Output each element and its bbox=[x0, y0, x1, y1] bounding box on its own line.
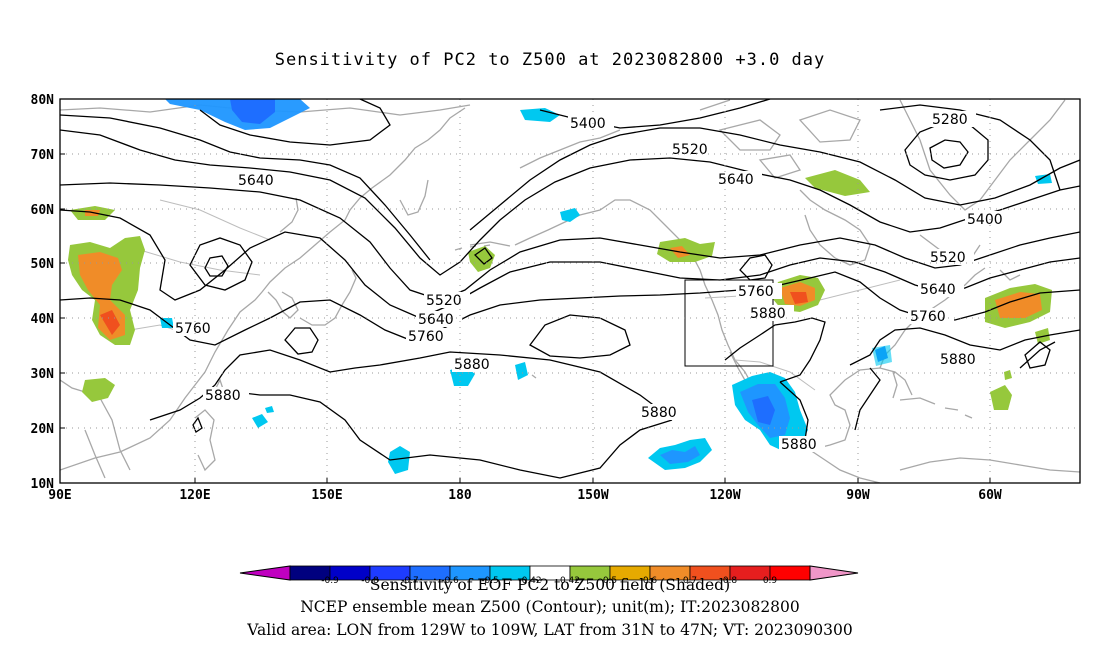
contour-label-5400-b: 5400 bbox=[967, 212, 1003, 228]
contour-label-5520-c: 5520 bbox=[426, 293, 462, 309]
contour-label-5880-e: 5880 bbox=[641, 405, 677, 421]
contour-label-5880-f: 5880 bbox=[781, 437, 817, 453]
lat-label-70n: 70N bbox=[31, 148, 55, 163]
valid-area-box bbox=[684, 279, 774, 367]
contour-label-5880-d: 5880 bbox=[205, 388, 241, 404]
contour-label-5520-b: 5520 bbox=[930, 250, 966, 266]
lon-label-90w: 90W bbox=[846, 488, 870, 503]
colorbar-high-arrow bbox=[809, 565, 859, 581]
lat-label-80n: 80N bbox=[31, 93, 55, 108]
contour-label-5760-a: 5760 bbox=[738, 284, 774, 300]
lon-label-90e: 90E bbox=[48, 488, 71, 503]
contour-label-5640-a: 5640 bbox=[238, 173, 274, 189]
lat-label-40n: 40N bbox=[31, 312, 55, 327]
contour-label-5880-a: 5880 bbox=[750, 306, 786, 322]
colorbar-tick-label: -0.8 bbox=[361, 576, 379, 586]
lon-label-180: 180 bbox=[448, 488, 472, 503]
lon-label-120w: 120W bbox=[709, 488, 740, 503]
contour-label-5400-a: 5400 bbox=[570, 116, 606, 132]
colorbar-tick-label: 0.8 bbox=[723, 576, 738, 586]
contour-label-group: 5400 5280 5520 5640 5640 5400 5520 5520 … bbox=[173, 111, 1011, 453]
lat-label-50n: 50N bbox=[31, 257, 55, 272]
contour-label-5880-b: 5880 bbox=[454, 357, 490, 373]
colorbar-tick-label: 0.5 bbox=[603, 576, 617, 586]
lat-label-20n: 20N bbox=[31, 422, 55, 437]
axis-ticks bbox=[59, 98, 991, 484]
colorbar-tick-label: 0.6 bbox=[643, 576, 658, 586]
colorbar-tick-label: -0.42 bbox=[518, 576, 541, 586]
lon-label-120e: 120E bbox=[179, 488, 210, 503]
colorbar-tick-label: 0.42 bbox=[560, 576, 580, 586]
caption-line-2: NCEP ensemble mean Z500 (Contour); unit(… bbox=[300, 598, 800, 616]
contour-label-5640-c: 5640 bbox=[920, 282, 956, 298]
colorbar-tick-label: -0.9 bbox=[321, 576, 339, 586]
caption-line-1: Sensitivity of EOF PC2 to Z500 field (Sh… bbox=[369, 576, 731, 594]
contour-label-5520-a: 5520 bbox=[672, 142, 708, 158]
lon-label-60w: 60W bbox=[978, 488, 1002, 503]
figure-title: Sensitivity of PC2 to Z500 at 2023082800… bbox=[274, 50, 826, 70]
map-frame bbox=[59, 98, 1081, 484]
colorbar-tick-label: 0.9 bbox=[763, 576, 778, 586]
colorbar-tick-label: -0.5 bbox=[481, 576, 499, 586]
contour-label-5760-d: 5760 bbox=[408, 329, 444, 345]
lon-label-150w: 150W bbox=[577, 488, 608, 503]
contour-label-5640-d: 5640 bbox=[418, 312, 454, 328]
colorbar-tick-label: -0.7 bbox=[401, 576, 419, 586]
colorbar-tick-label: 0.7 bbox=[683, 576, 697, 586]
lat-label-60n: 60N bbox=[31, 203, 55, 218]
contour-label-5760-b: 5760 bbox=[910, 309, 946, 325]
lat-label-30n: 30N bbox=[31, 367, 55, 382]
contour-label-5760-c: 5760 bbox=[175, 321, 211, 337]
lon-label-150e: 150E bbox=[311, 488, 342, 503]
coastlines bbox=[60, 99, 1080, 483]
colorbar-tick-label: -0.6 bbox=[441, 576, 459, 586]
colorbar: -0.9 -0.8 -0.7 -0.6 -0.5 -0.42 0.42 0.5 0.6 0.7 0.… bbox=[239, 565, 859, 586]
lat-label-10n: 10N bbox=[31, 477, 55, 492]
sensitivity-shading bbox=[68, 99, 1052, 474]
contour-label-5280: 5280 bbox=[932, 112, 968, 128]
caption-line-3: Valid area: LON from 129W to 109W, LAT f… bbox=[247, 621, 853, 639]
contour-label-5640-b: 5640 bbox=[718, 172, 754, 188]
contour-label-5880-c: 5880 bbox=[940, 352, 976, 368]
graticule bbox=[60, 99, 1080, 483]
